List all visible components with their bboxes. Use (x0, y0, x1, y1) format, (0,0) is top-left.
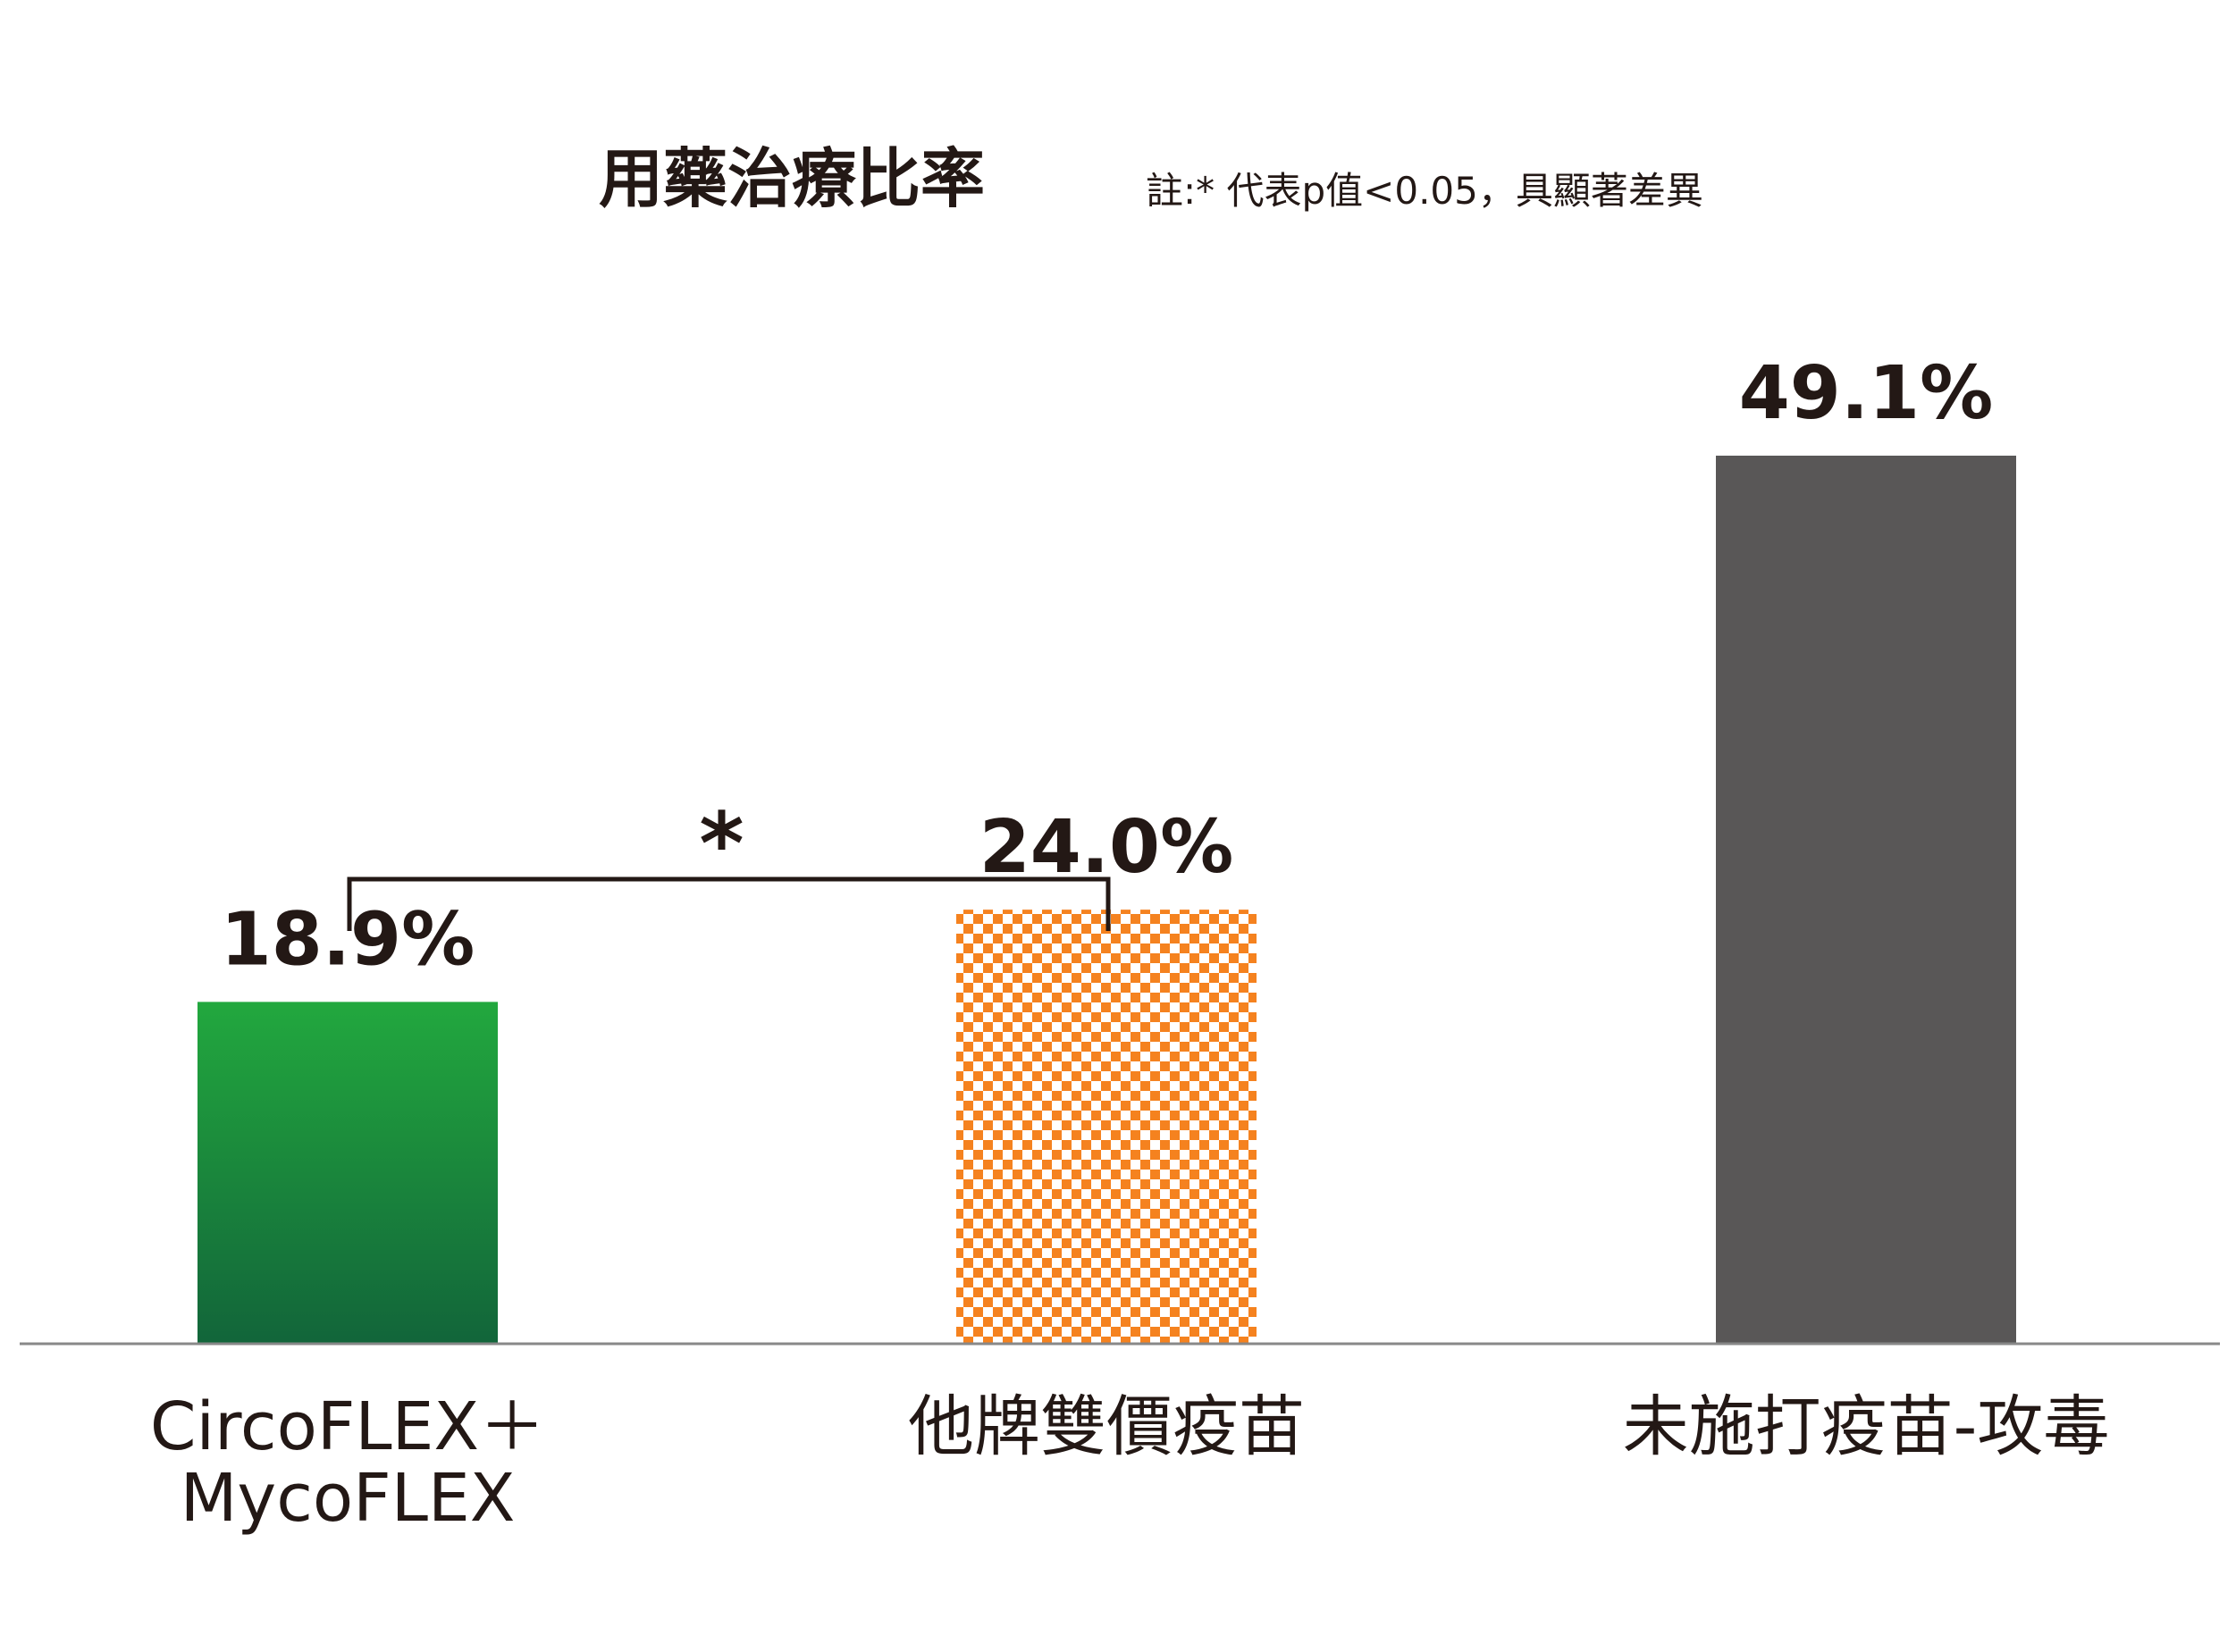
chart-title: 用藥治療比率 (599, 141, 985, 216)
category-labels-layer: CircoFLEX＋ MycoFLEX 他牌雙價疫苗 未施打疫苗-攻毒 (150, 1388, 2109, 1537)
category-label-line: 他牌雙價疫苗 (908, 1388, 1305, 1465)
category-label-2: 他牌雙價疫苗 (908, 1388, 1305, 1465)
bar-2 (956, 910, 1257, 1344)
value-label-3: 49.1% (1739, 351, 1993, 436)
value-label-2: 24.0% (979, 805, 1233, 890)
significance-bracket: * (347, 794, 1111, 931)
significance-bracket-line (347, 876, 1111, 931)
bar-1 (198, 1002, 498, 1344)
category-label-1: CircoFLEX＋ MycoFLEX (150, 1388, 545, 1537)
bars-layer (198, 456, 2016, 1344)
category-label-3: 未施打疫苗-攻毒 (1623, 1388, 2110, 1465)
category-label-line: 未施打疫苗-攻毒 (1623, 1388, 2110, 1465)
significance-note: 註:* 代表p值<0.05，具顯著差異 (1146, 169, 1703, 213)
category-label-line: CircoFLEX＋ (150, 1388, 545, 1465)
category-label-line: MycoFLEX (181, 1460, 516, 1537)
bar-3 (1716, 456, 2016, 1344)
significance-star: * (699, 794, 744, 894)
